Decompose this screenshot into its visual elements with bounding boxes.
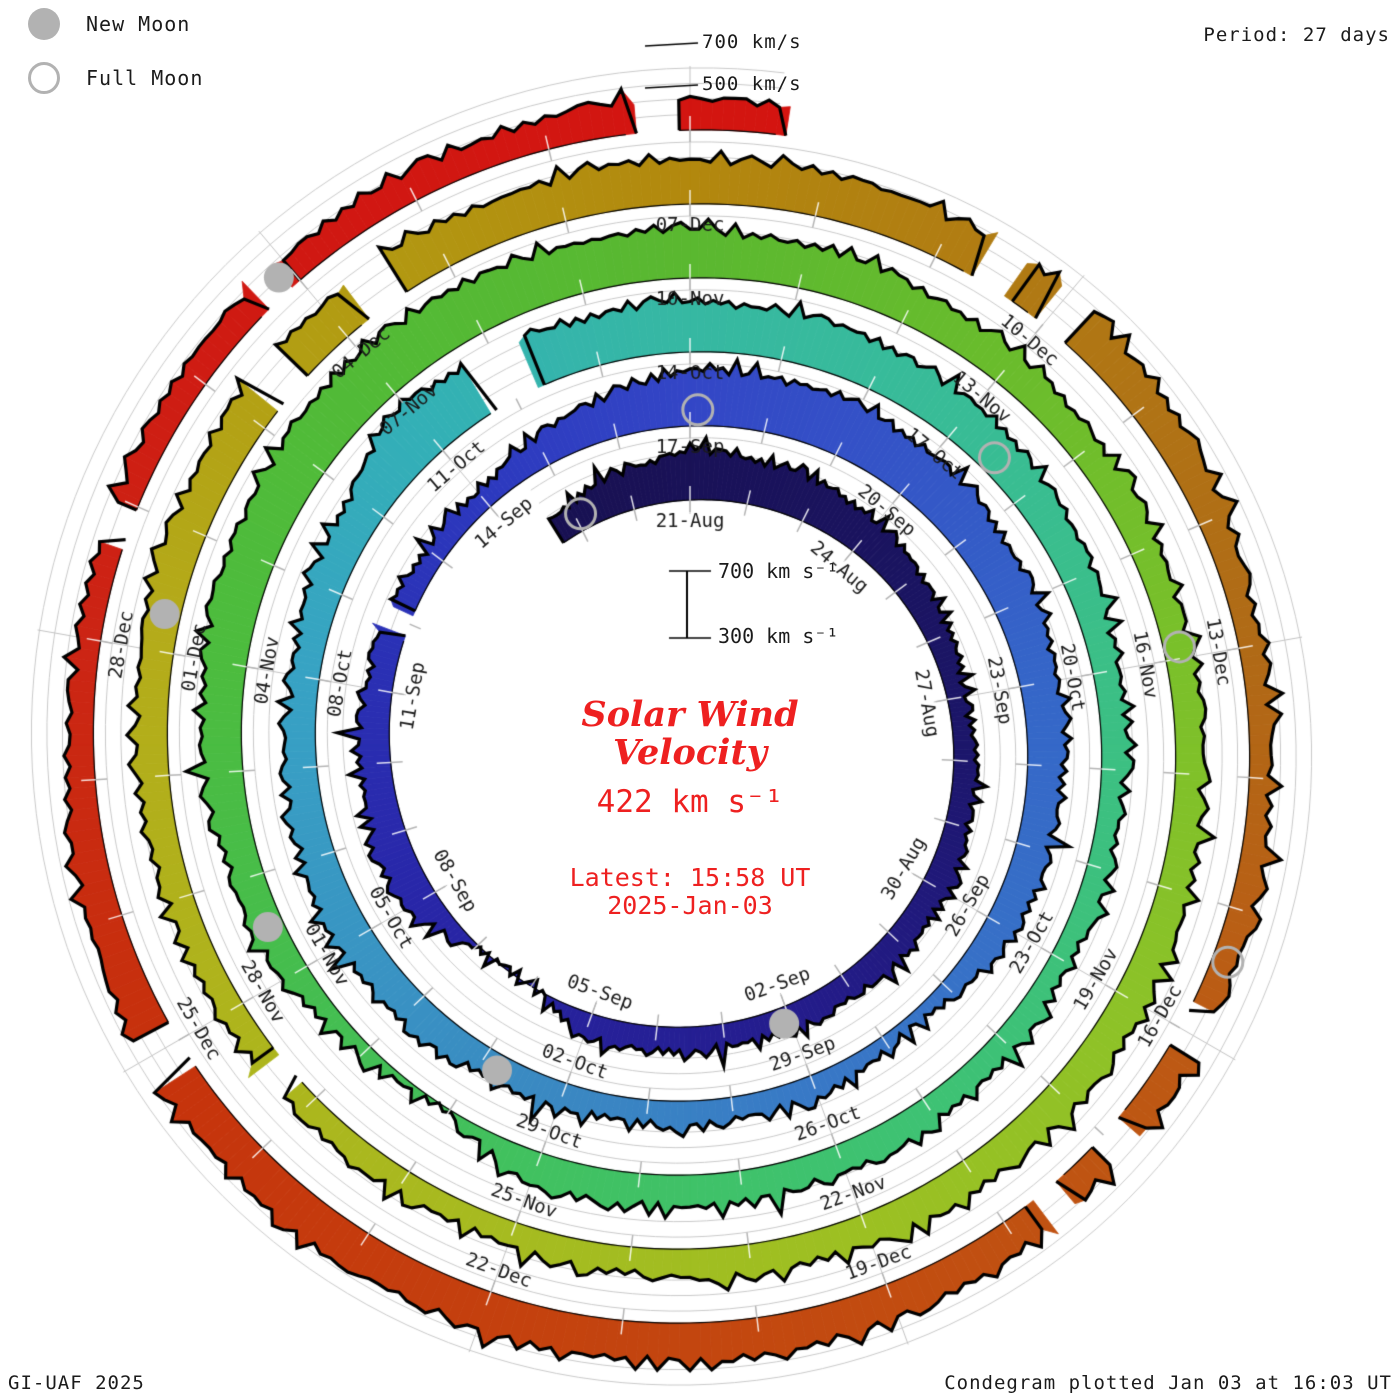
- new-moon-icon: [28, 8, 60, 40]
- latest-time-label: Latest: 15:58 UT: [569, 863, 811, 892]
- period-label: Period: 27 days: [1203, 24, 1390, 46]
- plotted-timestamp-label: Condegram plotted Jan 03 at 16:03 UT: [944, 1372, 1392, 1394]
- center-annotation: Solar Wind Velocity 422 km s⁻¹ Latest: 1…: [570, 696, 811, 920]
- current-velocity-value: 422 km s⁻¹: [596, 784, 784, 820]
- chart-title-line1: Solar Wind: [581, 694, 799, 735]
- legend-full-moon: Full Moon: [28, 62, 203, 94]
- outer-scale-label: 700 km/s: [702, 31, 802, 53]
- scalebar-bottom-label: 300 km s⁻¹: [718, 624, 839, 648]
- legend-new-moon: New Moon: [28, 8, 190, 40]
- chart-title-line2: Velocity: [613, 732, 767, 773]
- scalebar-top-label: 700 km s⁻¹: [718, 559, 839, 583]
- latest-date-label: 2025-Jan-03: [607, 891, 773, 920]
- new-moon-label: New Moon: [86, 12, 191, 36]
- full-moon-icon: [28, 62, 60, 94]
- full-moon-label: Full Moon: [86, 66, 204, 90]
- credit-label: GI-UAF 2025: [8, 1372, 145, 1394]
- inner-scale-label: 500 km/s: [702, 73, 802, 95]
